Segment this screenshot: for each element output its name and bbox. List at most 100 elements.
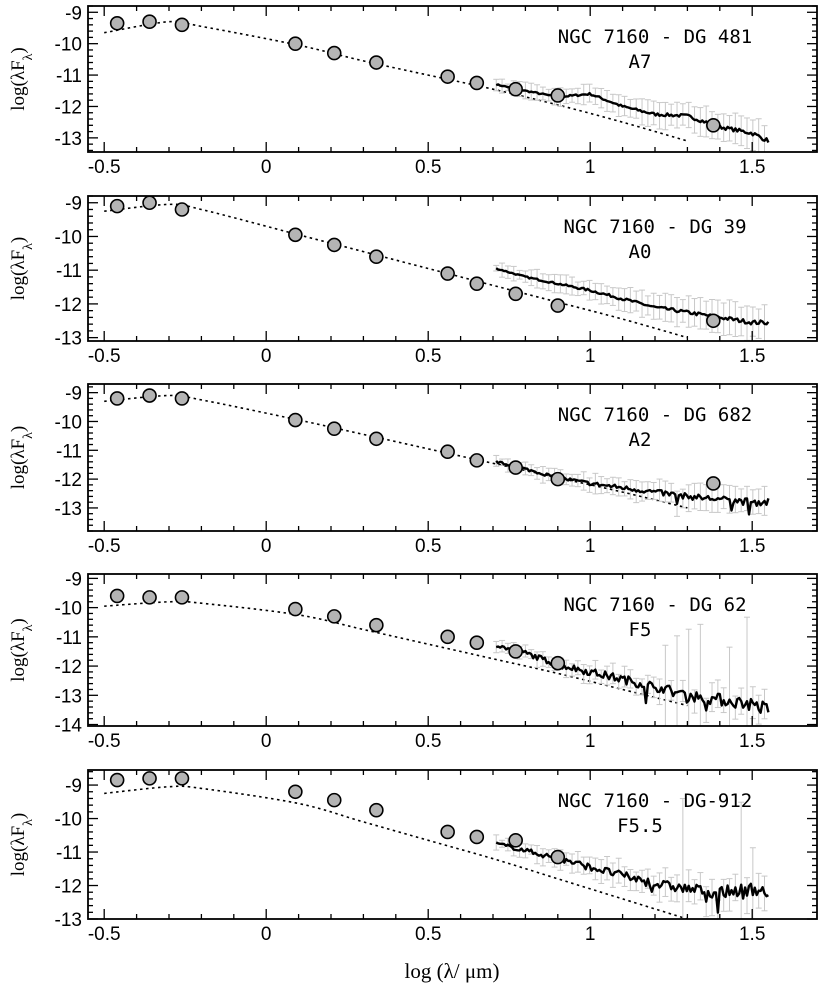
plot-area: [104, 388, 770, 517]
panel-4: -0.5 0 0.5 1 1.5 -9 -10 -11 -12 -13 -14 log(λFλ) NGC…: [8, 569, 818, 752]
x-tick-label: 1: [585, 536, 596, 557]
photometry-point: [288, 784, 303, 800]
panel-5: -0.5 0 0.5 1 1.5 -9 -10 -11 -12 -13 log(λFλ) NGC 71…: [8, 769, 818, 945]
x-tick-label: 0: [261, 924, 272, 945]
y-tick-label: -12: [55, 470, 82, 491]
panel-title: NGC 7160 - DG 682: [558, 404, 752, 426]
photometry-point: [288, 227, 303, 243]
spectral-type-label: A0: [629, 241, 652, 263]
photometry-point: [508, 833, 523, 848]
x-tick-label: -0.5: [88, 924, 121, 945]
y-tick-label: -13: [55, 686, 82, 707]
photometry-point: [142, 590, 157, 605]
photometry-point: [369, 802, 384, 818]
y-tick-label: -11: [56, 843, 82, 864]
spectrum-line: [495, 83, 770, 143]
plot-area: [104, 14, 770, 152]
photometry-point: [288, 412, 303, 428]
x-tick-label: -0.5: [88, 157, 121, 178]
y-tick-label: -11: [56, 441, 82, 462]
photometry-point: [508, 644, 523, 659]
photometry-point: [109, 391, 125, 406]
photometry-point: [469, 276, 485, 291]
x-tick-label: 1.5: [739, 157, 765, 178]
panel-1: -0.5 0 0.5 1 1.5 -9 -10 -11 -12 -13 log(λFλ) NGC 71…: [8, 3, 818, 178]
photometry-point: [369, 617, 384, 633]
photometry-point: [706, 476, 721, 491]
photometry-point: [369, 431, 384, 447]
photometry-point: [142, 771, 157, 786]
photometry-point: [288, 601, 303, 617]
photometry-point: [142, 196, 157, 211]
panel-frame: [87, 195, 818, 342]
y-axis-label: log(λFλ): [8, 618, 36, 682]
photometry-point: [440, 824, 455, 840]
x-tick-label: 1.5: [739, 731, 765, 752]
photometry-point: [369, 249, 384, 264]
x-tick-label: -0.5: [88, 346, 121, 367]
photometry-point: [326, 421, 342, 436]
spectrum-error-bars: [493, 262, 768, 341]
x-tick-label: 0.5: [415, 157, 441, 178]
y-tick-label: -13: [55, 910, 82, 931]
y-tick-label: -12: [55, 97, 82, 118]
panel-frame: [87, 573, 818, 727]
panel-title: NGC 7160 - DG 481: [558, 26, 752, 48]
x-tick-label: 1: [585, 346, 596, 367]
x-axis-label: log (λ/ μm): [405, 959, 500, 983]
photometry-point: [550, 849, 566, 865]
model-curve: [104, 785, 688, 919]
x-tick-label: 1.5: [739, 346, 765, 367]
photometry-point: [326, 792, 342, 808]
x-tick-label: 0.5: [415, 924, 441, 945]
panel-title: NGC 7160 - DG 39: [563, 216, 746, 238]
photometry-point: [469, 635, 485, 650]
photometry-point: [288, 36, 303, 51]
photometry-point: [469, 829, 485, 845]
photometry-point: [440, 444, 455, 460]
y-tick-label: -11: [56, 628, 82, 649]
y-tick-label: -14: [55, 716, 83, 737]
photometry-point: [550, 471, 566, 487]
photometry-point: [174, 17, 190, 33]
spectral-type-label: A2: [629, 429, 652, 451]
y-tick-label: -9: [65, 384, 82, 405]
y-tick-label: -11: [56, 261, 82, 282]
spectrum-line: [495, 841, 769, 914]
photometry-point: [109, 772, 125, 788]
photometry-point: [469, 453, 485, 468]
y-tick-label: -10: [55, 227, 82, 248]
x-tick-label: 1.5: [739, 924, 765, 945]
panel-title: NGC 7160 - DG-912: [558, 790, 752, 812]
y-tick-label: -10: [55, 599, 82, 620]
model-curve: [104, 203, 688, 339]
photometry-point: [142, 388, 157, 403]
x-tick-label: 0: [261, 536, 272, 557]
panel-3: -0.5 0 0.5 1 1.5 -9 -10 -11 -12 -13 log(λFλ) NGC 71…: [8, 383, 818, 557]
x-tick-label: -0.5: [88, 536, 121, 557]
y-axis-label: log(λFλ): [8, 237, 36, 301]
photometry-point: [550, 655, 566, 671]
y-tick-label: -9: [65, 776, 82, 797]
plot-area: [104, 196, 770, 341]
panel-frame: [87, 383, 818, 532]
y-tick-label: -12: [55, 295, 82, 316]
y-tick-label: -9: [65, 569, 82, 590]
y-tick-label: -10: [55, 35, 82, 56]
y-tick-label: -10: [55, 810, 82, 831]
y-axis-label: log(λFλ): [8, 813, 36, 877]
y-tick-label: -12: [55, 877, 82, 898]
photometry-point: [174, 590, 190, 605]
plot-area: [104, 588, 770, 726]
photometry-point: [369, 55, 384, 70]
photometry-point: [469, 75, 485, 91]
photometry-point: [174, 391, 190, 406]
photometry-point: [109, 15, 125, 31]
x-tick-label: 0: [261, 346, 272, 367]
y-tick-label: -13: [55, 129, 82, 150]
photometry-point: [326, 609, 342, 624]
y-tick-label: -9: [65, 3, 82, 24]
plot-area: [104, 771, 769, 919]
y-tick-label: -11: [56, 66, 82, 87]
